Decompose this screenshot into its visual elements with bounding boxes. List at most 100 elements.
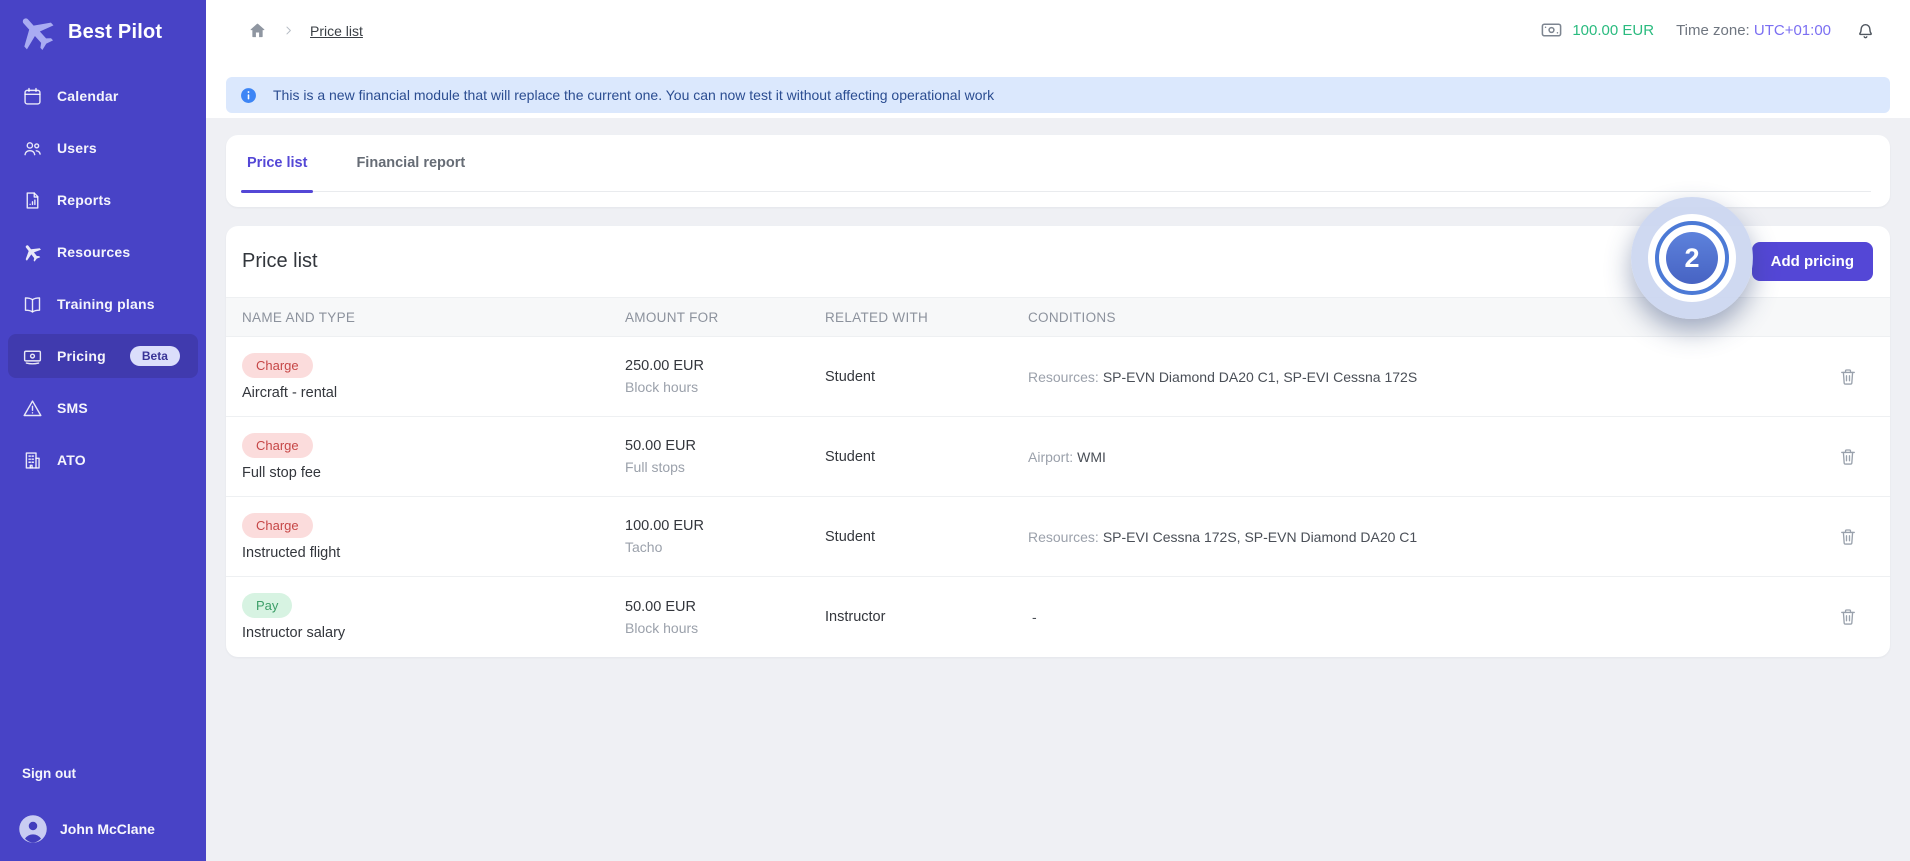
name-and-type-cell: Pay Instructor salary (242, 593, 625, 641)
table-row[interactable]: Charge Instructed flight 100.00 EUR Tach… (226, 497, 1890, 577)
amount-value: 50.00 EUR (625, 598, 696, 615)
sign-out-link[interactable]: Sign out (22, 766, 76, 781)
home-icon (250, 23, 265, 38)
column-header-related-with: RELATED WITH (825, 309, 929, 325)
plane-icon (25, 244, 41, 262)
tabs-card: Price list Financial report (226, 135, 1890, 207)
banknote-icon (23, 350, 42, 364)
sidebar: Best Pilot Calendar Users Reports Resour… (0, 0, 206, 861)
column-header-conditions: CONDITIONS (1028, 309, 1116, 325)
brand-name: Best Pilot (68, 20, 163, 43)
info-banner: This is a new financial module that will… (226, 77, 1890, 113)
sidebar-item-resources[interactable]: Resources (8, 230, 198, 274)
avatar-icon (19, 815, 47, 843)
sidebar-item-ato[interactable]: ATO (8, 438, 198, 482)
column-header-amount-for: AMOUNT FOR (625, 309, 719, 325)
price-list-card: Price list Add pricing NAME AND TYPE AMO… (226, 226, 1890, 657)
sidebar-item-label: Users (57, 140, 97, 156)
timezone-value-link[interactable]: UTC+01:00 (1753, 22, 1831, 39)
conditions-cell: - (1028, 609, 1816, 625)
sidebar-item-label: ATO (57, 452, 86, 468)
pricing-name: Aircraft - rental (242, 384, 338, 401)
related-with-cell: Instructor (825, 609, 886, 625)
condition-value: SP-EVI Cessna 172S, SP-EVN Diamond DA20 … (1102, 528, 1418, 545)
bell-icon (1859, 24, 1872, 39)
book-icon (24, 296, 41, 313)
amount-unit: Full stops (625, 459, 685, 475)
report-icon (26, 191, 39, 209)
tab-price-list[interactable]: Price list (240, 135, 314, 193)
condition-label: Resources: (1028, 368, 1099, 385)
type-badge: Charge (242, 432, 313, 458)
amount-cell: 100.00 EUR Tacho (625, 518, 825, 555)
add-pricing-button[interactable]: Add pricing (1751, 242, 1873, 281)
type-badge: Charge (242, 512, 313, 538)
sidebar-bottom: Sign out John McClane (0, 766, 206, 861)
user-name: John McClane (60, 821, 155, 837)
name-and-type-cell: Charge Full stop fee (242, 432, 625, 481)
sidebar-item-sms[interactable]: SMS (8, 386, 198, 430)
table-row[interactable]: Charge Aircraft - rental 250.00 EUR Bloc… (226, 337, 1890, 417)
delete-row-button[interactable] (1834, 523, 1862, 551)
sidebar-item-users[interactable]: Users (8, 126, 198, 170)
sidebar-item-label: Training plans (57, 296, 155, 312)
topbar-meta: 100.00 EUR Time zone: UTC+01:00 (1540, 19, 1876, 42)
building-icon (25, 451, 40, 469)
amount-cell: 50.00 EUR Full stops (625, 438, 825, 475)
balance: 100.00 EUR (1540, 19, 1654, 42)
name-and-type-cell: Charge Instructed flight (242, 512, 625, 561)
related-with-cell: Student (825, 448, 875, 465)
breadcrumb-current-link[interactable]: Price list (310, 22, 363, 39)
sidebar-item-label: Reports (57, 192, 112, 208)
info-icon (241, 87, 256, 103)
table-row[interactable]: Pay Instructor salary 50.00 EUR Block ho… (226, 577, 1890, 657)
sidebar-nav: Calendar Users Reports Resources Trainin… (0, 70, 206, 486)
amount-unit: Block hours (625, 619, 699, 636)
user-menu[interactable]: John McClane (0, 811, 206, 847)
sidebar-item-reports[interactable]: Reports (8, 178, 198, 222)
sidebar-item-label: SMS (57, 400, 88, 416)
beta-badge: Beta (129, 346, 180, 366)
banknote-icon (1541, 23, 1562, 37)
main-area: Price list 100.00 EUR Time zone: UTC+01:… (206, 0, 1910, 861)
trash-icon (1841, 448, 1855, 465)
chevron-right-icon (281, 23, 296, 38)
notifications-button[interactable] (1855, 20, 1876, 41)
users-icon (24, 141, 41, 155)
related-with-cell: Student (825, 528, 875, 545)
pricing-name: Instructor salary (242, 625, 346, 641)
condition-value: WMI (1077, 448, 1106, 465)
trash-icon (1841, 609, 1855, 625)
delete-row-button[interactable] (1834, 363, 1862, 391)
tab-strip: Price list Financial report (240, 135, 1871, 193)
conditions-cell: Resources: SP-EVN Diamond DA20 C1, SP-EVI… (1028, 369, 1816, 385)
delete-row-button[interactable] (1834, 603, 1862, 631)
trash-icon (1841, 368, 1855, 385)
sidebar-item-training-plans[interactable]: Training plans (8, 282, 198, 326)
table-row[interactable]: Charge Full stop fee 50.00 EUR Full stop… (226, 417, 1890, 497)
breadcrumb: Price list (248, 21, 363, 40)
sidebar-item-pricing[interactable]: Pricing Beta (8, 334, 198, 378)
amount-unit: Tacho (625, 539, 663, 555)
related-with-cell: Student (825, 368, 875, 385)
condition-label: Airport: (1028, 448, 1074, 465)
delete-row-button[interactable] (1834, 443, 1862, 471)
brand: Best Pilot (0, 0, 206, 62)
amount-unit: Block hours (625, 379, 699, 395)
type-badge: Charge (242, 352, 313, 378)
calendar-icon (24, 87, 41, 105)
home-link[interactable] (248, 21, 267, 40)
timezone: Time zone: UTC+01:00 (1676, 22, 1831, 39)
pricing-name: Full stop fee (242, 464, 321, 481)
amount-value: 100.00 EUR (625, 518, 704, 534)
pricing-name: Instructed flight (242, 544, 341, 561)
amount-value: 50.00 EUR (625, 438, 696, 454)
timezone-label: Time zone: (1676, 22, 1750, 39)
card-header: Price list Add pricing (226, 226, 1890, 297)
name-and-type-cell: Charge Aircraft - rental (242, 352, 625, 401)
sidebar-item-calendar[interactable]: Calendar (8, 74, 198, 118)
tab-financial-report[interactable]: Financial report (356, 155, 466, 171)
amount-value: 250.00 EUR (625, 358, 704, 374)
sidebar-item-label: Calendar (57, 88, 119, 104)
